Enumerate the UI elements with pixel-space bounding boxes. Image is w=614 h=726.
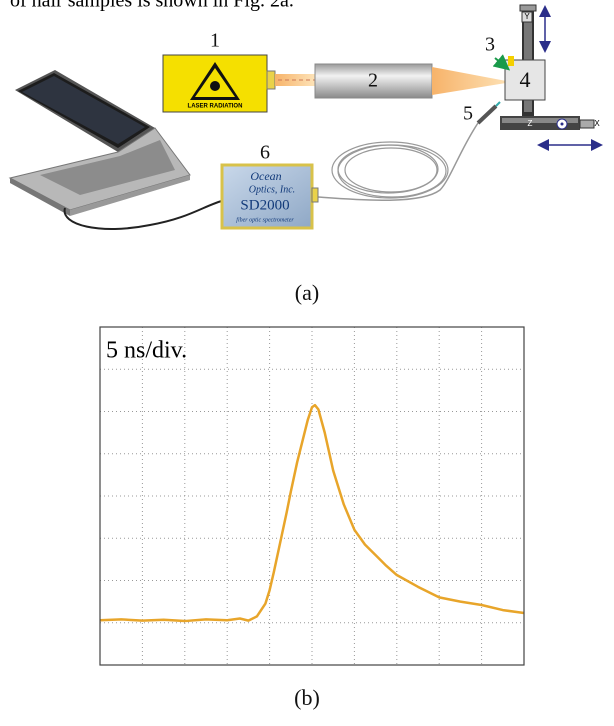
model: SD2000 (240, 197, 289, 213)
connector (266, 70, 276, 90)
axis-label: Z (528, 119, 533, 128)
trace (99, 403, 525, 623)
axis-label: X (594, 119, 600, 128)
axis-knob (521, 11, 533, 23)
connector (311, 187, 319, 203)
label: 6 (260, 142, 270, 164)
optics (314, 63, 433, 99)
laser-label: LASER RADIATION (188, 104, 243, 110)
beam (432, 67, 512, 95)
annotation: 5 ns/div. (106, 338, 187, 364)
probe (495, 101, 501, 107)
body-text: of hair samples is shown in Fig. 2a. (10, 0, 294, 12)
subtitle: fiber optic spectrometer (236, 216, 294, 223)
chart (99, 327, 525, 665)
caption: (b) (294, 685, 320, 710)
brand: Ocean (250, 169, 281, 183)
stage (500, 4, 595, 130)
label: 2 (368, 70, 378, 92)
label: 1 (210, 30, 220, 52)
laptop (8, 70, 191, 216)
label: 7 (117, 85, 127, 107)
probe (476, 104, 498, 125)
label: 4 (520, 67, 531, 92)
laser-sign (210, 81, 220, 91)
cable (63, 199, 226, 230)
brand: Optics, Inc. (249, 184, 295, 195)
fiber-coil (331, 141, 449, 199)
plot-frame (99, 326, 525, 666)
label: 5 (463, 103, 473, 125)
arrow (492, 54, 511, 71)
label: 3 (485, 34, 495, 56)
caption: (a) (295, 280, 319, 305)
fiber (317, 122, 479, 201)
axis-label: Y (524, 12, 530, 21)
